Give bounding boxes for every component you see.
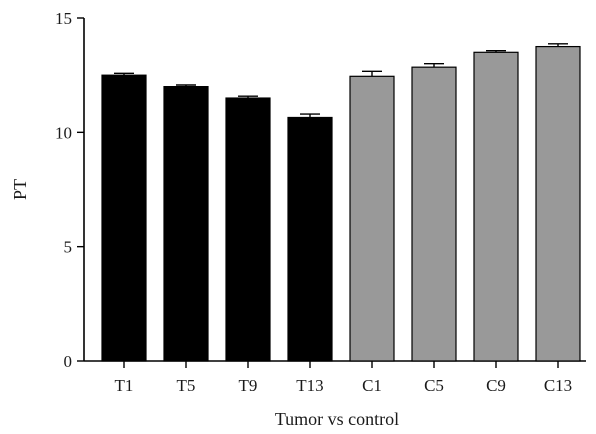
x-tick-label-t1: T1 — [115, 376, 134, 395]
bar-c13 — [535, 45, 581, 362]
bar-t13 — [287, 116, 333, 362]
bar-c5 — [411, 66, 457, 362]
x-tick-label-t9: T9 — [239, 376, 258, 395]
x-tick-label-c9: C9 — [486, 376, 506, 395]
x-tick-label-c1: C1 — [362, 376, 382, 395]
x-tick-label-c13: C13 — [544, 376, 572, 395]
bar-c1 — [349, 75, 395, 362]
x-tick-label-c5: C5 — [424, 376, 444, 395]
y-axis-label: PT — [10, 179, 30, 200]
bar-t1 — [101, 74, 147, 362]
x-tick-label-t5: T5 — [177, 376, 196, 395]
x-axis: T1 T5 T9 T13 C1 C5 C9 C13 — [84, 360, 586, 395]
y-tick-label: 15 — [55, 9, 72, 28]
bar-t5 — [163, 85, 209, 362]
x-tick-label-t13: T13 — [296, 376, 323, 395]
y-tick-label: 5 — [64, 238, 73, 257]
y-axis: 0 5 10 15 — [55, 9, 85, 371]
x-axis-label: Tumor vs control — [275, 409, 399, 429]
y-tick-label: 0 — [64, 352, 73, 371]
bar-t9 — [225, 97, 271, 362]
bars — [101, 43, 581, 362]
y-tick-label: 10 — [55, 123, 72, 142]
bar-c9 — [473, 51, 519, 362]
